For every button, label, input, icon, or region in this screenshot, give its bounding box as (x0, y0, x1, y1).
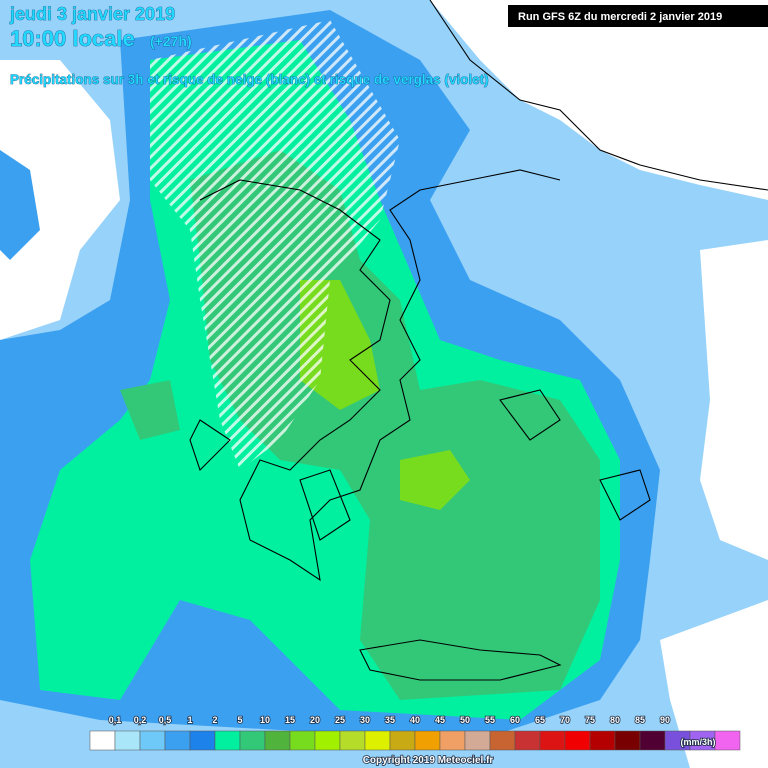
legend-swatch (489, 730, 516, 751)
legend-swatch (189, 730, 216, 751)
legend-label: 90 (660, 715, 670, 725)
run-box (508, 5, 768, 27)
legend-label: 5 (237, 715, 242, 725)
run-info: Run GFS 6Z du mercredi 2 janvier 2019 (518, 11, 722, 23)
map-subtitle: Précipitations sur 3h et risque de neige… (10, 72, 489, 87)
forecast-date: jeudi 3 janvier 2019 (9, 4, 175, 24)
legend-swatch (414, 730, 441, 751)
legend-label: 20 (310, 715, 320, 725)
coastlines (189, 0, 768, 681)
legend-label: 70 (560, 715, 570, 725)
legend-label: 0,2 (134, 715, 147, 725)
forecast-lead: (+27h) (150, 33, 192, 49)
legend-label: 10 (260, 715, 270, 725)
legend-label: 55 (485, 715, 495, 725)
legend: 0,1 0,2 0,5 1 2 5 10 15 20 25 30 35 40 45 50 55 60 65 70 75… (89, 714, 741, 751)
legend-label: 65 (535, 715, 545, 725)
legend-swatch (514, 730, 541, 751)
legend-label: 0,1 (109, 715, 122, 725)
legend-label: 30 (360, 715, 370, 725)
legend-label: 75 (585, 715, 595, 725)
legend-label: 60 (510, 715, 520, 725)
legend-label: 35 (385, 715, 395, 725)
legend-swatch (239, 730, 266, 751)
legend-swatch (589, 730, 616, 751)
legend-swatch (439, 730, 466, 751)
legend-label: 25 (335, 715, 345, 725)
forecast-time: 10:00 locale (10, 26, 135, 51)
legend-unit: (mm/3h) (680, 737, 715, 747)
legend-swatch (89, 730, 116, 751)
legend-swatch (164, 730, 191, 751)
legend-swatch (464, 730, 491, 751)
legend-label: 15 (285, 715, 295, 725)
legend-label: 45 (435, 715, 445, 725)
legend-swatch (389, 730, 416, 751)
legend-swatch (139, 730, 166, 751)
legend-label: 50 (460, 715, 470, 725)
legend-label: 80 (610, 715, 620, 725)
copyright: Copyright 2019 Meteociel.fr (363, 755, 494, 766)
legend-swatch (364, 730, 391, 751)
legend-swatch (264, 730, 291, 751)
legend-label: 85 (635, 715, 645, 725)
legend-swatch (539, 730, 566, 751)
legend-swatch (714, 730, 741, 751)
legend-swatch (339, 730, 366, 751)
legend-swatch (289, 730, 316, 751)
legend-swatch (564, 730, 591, 751)
legend-label: 40 (410, 715, 420, 725)
legend-swatch (614, 730, 641, 751)
legend-label: 2 (212, 715, 217, 725)
legend-swatch (214, 730, 241, 751)
legend-swatch (314, 730, 341, 751)
legend-swatch (639, 730, 666, 751)
legend-swatch (114, 730, 141, 751)
legend-label: 1 (187, 715, 192, 725)
legend-label: 0,5 (159, 715, 172, 725)
